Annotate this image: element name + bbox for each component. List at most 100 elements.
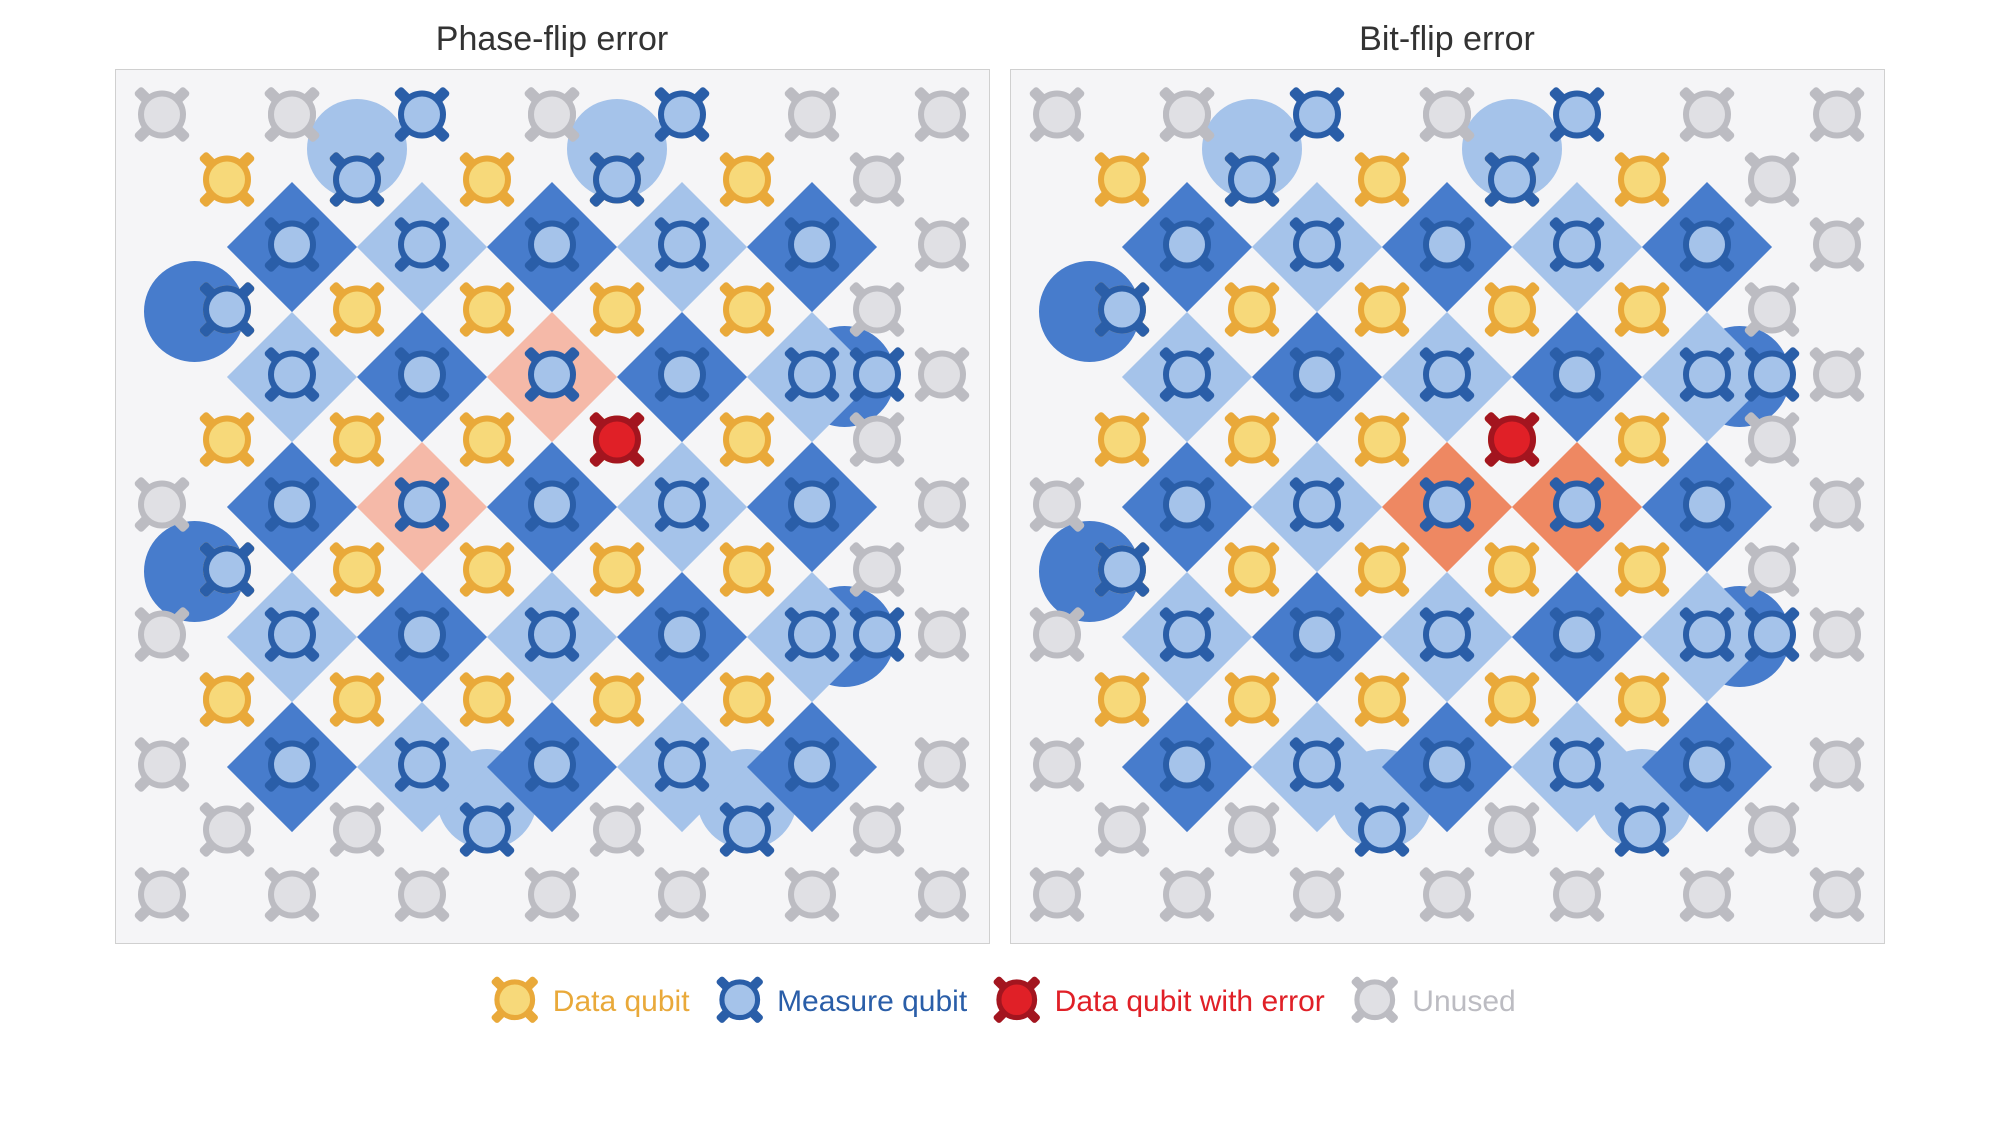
measure-qubit <box>1475 142 1549 221</box>
data-qubit <box>1345 402 1419 481</box>
measure-qubit <box>255 727 329 806</box>
data-qubit <box>1215 662 1289 741</box>
measure-qubit <box>1150 597 1224 676</box>
measure-qubit <box>450 792 524 871</box>
legend-label-error: Data qubit with error <box>1055 985 1325 1019</box>
data-qubit <box>320 402 394 481</box>
unused-qubit <box>125 857 199 936</box>
measure-qubit <box>515 337 589 416</box>
measure-qubit <box>255 597 329 676</box>
legend: Data qubit Measure qubit Data qubit with… <box>483 968 1515 1037</box>
measure-qubit <box>1215 142 1289 221</box>
measure-qubit <box>255 467 329 546</box>
measure-qubit <box>1150 207 1224 286</box>
measure-qubit <box>1280 337 1354 416</box>
measure-qubit <box>1280 467 1354 546</box>
data-qubit <box>1215 272 1289 351</box>
data-qubit <box>1215 402 1289 481</box>
measure-qubit <box>1735 597 1809 676</box>
unused-qubit <box>1020 597 1094 676</box>
data-qubit <box>1085 402 1159 481</box>
measure-qubit-icon <box>708 968 772 1037</box>
unused-qubit <box>1540 857 1614 936</box>
measure-qubit <box>385 467 459 546</box>
unused-qubit <box>775 857 849 936</box>
measure-qubit <box>775 467 849 546</box>
unused-qubit <box>1150 77 1224 156</box>
data-qubit <box>1605 142 1679 221</box>
panel-phase: Phase-flip error <box>115 20 990 944</box>
measure-qubit <box>1410 597 1484 676</box>
unused-qubit <box>1020 77 1094 156</box>
data-qubit <box>1085 142 1159 221</box>
unused-qubit <box>1020 467 1094 546</box>
measure-qubit <box>708 968 772 1037</box>
unused-qubit <box>905 467 979 546</box>
data-qubit <box>450 272 524 351</box>
data-qubit <box>1215 532 1289 611</box>
panel-bit-box <box>1010 69 1885 944</box>
unused-qubit <box>905 207 979 286</box>
unused-qubit <box>840 792 914 871</box>
measure-qubit <box>580 142 654 221</box>
unused-qubit <box>1670 77 1744 156</box>
measure-qubit <box>1540 77 1614 156</box>
data-qubit <box>580 662 654 741</box>
measure-qubit <box>645 727 719 806</box>
measure-qubit <box>1150 337 1224 416</box>
data-qubit <box>710 532 784 611</box>
unused-qubit <box>1735 792 1809 871</box>
data-qubit <box>190 662 264 741</box>
measure-qubit <box>1150 467 1224 546</box>
data-qubit <box>190 142 264 221</box>
measure-qubit <box>775 207 849 286</box>
data-qubit <box>190 402 264 481</box>
data-qubit <box>1085 662 1159 741</box>
measure-qubit <box>1280 207 1354 286</box>
data-qubit <box>710 402 784 481</box>
measure-qubit <box>775 727 849 806</box>
data-qubit <box>710 272 784 351</box>
measure-qubit <box>1735 337 1809 416</box>
measure-qubit <box>1280 597 1354 676</box>
unused-qubit <box>1085 792 1159 871</box>
measure-qubit <box>775 337 849 416</box>
panel-phase-title: Phase-flip error <box>436 20 668 59</box>
data-qubit <box>483 968 547 1037</box>
measure-qubit <box>255 337 329 416</box>
data-qubit <box>1605 532 1679 611</box>
measure-qubit <box>840 337 914 416</box>
unused-qubit <box>255 77 329 156</box>
measure-qubit <box>515 727 589 806</box>
data-qubit <box>450 402 524 481</box>
legend-item-data: Data qubit <box>483 968 689 1037</box>
measure-qubit <box>1280 727 1354 806</box>
data-qubit <box>1345 532 1419 611</box>
measure-qubit <box>840 597 914 676</box>
unused-qubit <box>1735 142 1809 221</box>
measure-qubit <box>190 272 264 351</box>
measure-qubit <box>1085 272 1159 351</box>
measure-qubit <box>385 727 459 806</box>
measure-qubit <box>1280 77 1354 156</box>
unused-qubit <box>1410 77 1484 156</box>
data-qubit <box>1605 272 1679 351</box>
legend-label-measure: Measure qubit <box>777 985 967 1019</box>
measure-qubit <box>1670 597 1744 676</box>
measure-qubit <box>1670 337 1744 416</box>
measure-qubit <box>645 467 719 546</box>
data-qubit <box>1605 402 1679 481</box>
measure-qubit <box>515 597 589 676</box>
measure-qubit <box>385 207 459 286</box>
data-qubit <box>450 142 524 221</box>
measure-qubit <box>190 532 264 611</box>
unused-qubit <box>255 857 329 936</box>
error-qubit <box>985 968 1049 1037</box>
unused-qubit <box>385 857 459 936</box>
data-qubit <box>1605 662 1679 741</box>
measure-qubit <box>385 337 459 416</box>
unused-qubit <box>1800 467 1874 546</box>
unused-qubit <box>1150 857 1224 936</box>
grid-phase <box>130 84 975 929</box>
measure-qubit <box>1410 467 1484 546</box>
